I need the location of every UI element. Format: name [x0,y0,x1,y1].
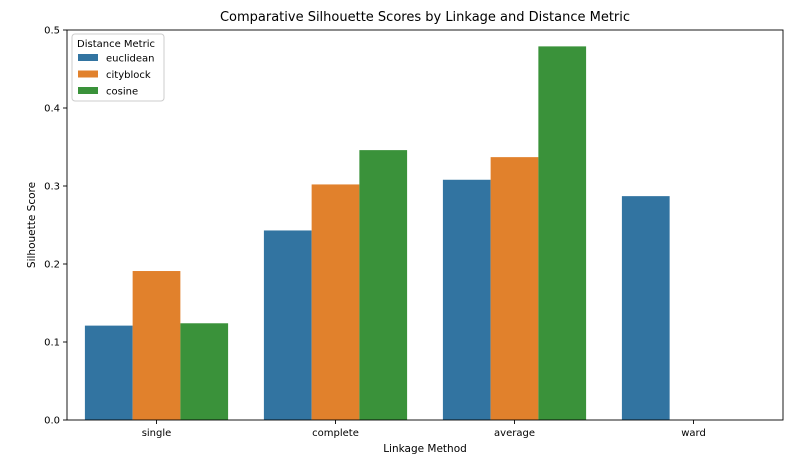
chart-title: Comparative Silhouette Scores by Linkage… [220,10,630,25]
x-tick-label: average [494,428,535,439]
y-tick-label: 0.4 [44,104,60,115]
bar-euclidean-complete [263,230,312,420]
plot-frame [66,29,784,421]
legend-entry-euclidean: euclidean [106,54,155,65]
bar-cosine-single [180,323,229,420]
y-tick-label: 0.0 [44,416,60,427]
y-tick-label: 0.5 [44,26,60,37]
legend-entry-cosine: cosine [106,87,138,98]
plot-area: 0.0 0.1 0.2 0.3 0.4 0.5 single complete average w… [44,26,784,439]
bar-euclidean-ward [621,196,670,420]
bar-euclidean-single [84,325,133,420]
legend-swatch-euclidean [78,54,98,61]
legend-swatch-cosine [78,87,98,94]
x-axis-label: Linkage Method [383,443,467,455]
bar-cityblock-single [132,271,181,420]
legend: Distance Metric euclidean cityblock cosine [71,33,165,102]
y-tick-label: 0.2 [44,260,60,271]
y-axis-label: Silhouette Score [26,182,38,268]
bar-cityblock-complete [311,184,360,420]
legend-swatch-cityblock [78,70,98,78]
x-tick-label: complete [312,428,359,439]
legend-title: Distance Metric [77,39,155,50]
x-tick-label: ward [681,428,706,439]
x-tick-label: single [142,428,172,439]
legend-box [71,33,165,102]
y-tick-label: 0.3 [44,182,60,193]
bar-cityblock-average [490,157,539,420]
bar-cosine-complete [359,150,408,420]
y-tick-label: 0.1 [44,338,60,349]
bar-cosine-average [538,46,587,420]
bar-euclidean-average [442,179,491,420]
legend-entry-cityblock: cityblock [106,70,151,81]
